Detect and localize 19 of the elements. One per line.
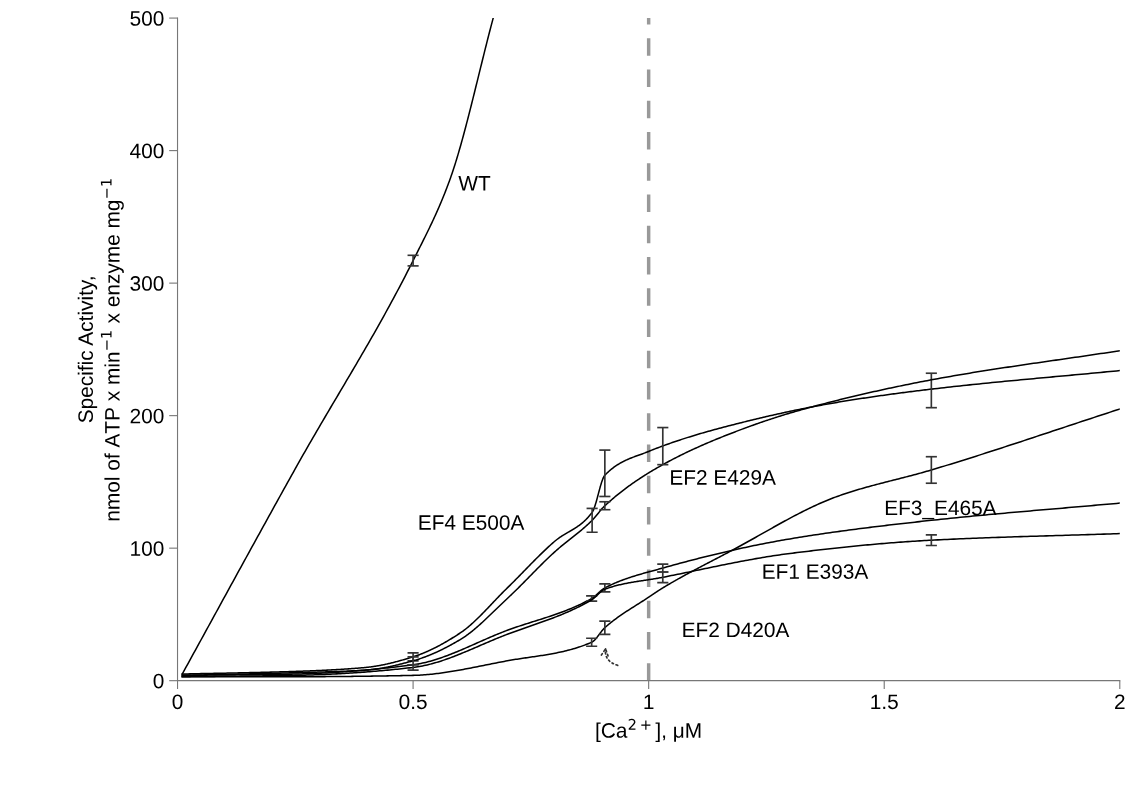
y-tick-label: 100 [131, 541, 164, 556]
series-label: EF4 E500A [419, 515, 525, 530]
series-label: EF2 E429A [671, 470, 776, 485]
x-tick-label: 2 [1115, 694, 1125, 709]
y-tick-label: 200 [130, 408, 164, 424]
y-axis-title: Specific Activity, nmol of ATP x min$^{−1}$ x enzyme mg$^{−1}$ [77, 179, 124, 521]
y-tick-label: 300 [130, 276, 164, 291]
x-axis-title: [Ca$^{2+}$], μM [596, 718, 701, 742]
x-tick-label: 1.5 [871, 694, 898, 710]
series-label: EF2 D420A [683, 622, 790, 638]
series-label: EF1 E393A [763, 564, 869, 579]
series-label: EF3_E465A [885, 500, 997, 520]
y-tick-label: 500 [130, 11, 164, 26]
x-tick-label: 0 [172, 694, 183, 710]
series-label: WT [458, 176, 491, 191]
x-tick-label: 1 [644, 694, 654, 709]
y-tick-label: 400 [130, 143, 164, 159]
x-tick-label: 0.5 [399, 694, 427, 710]
y-tick-label: 0 [153, 673, 164, 689]
